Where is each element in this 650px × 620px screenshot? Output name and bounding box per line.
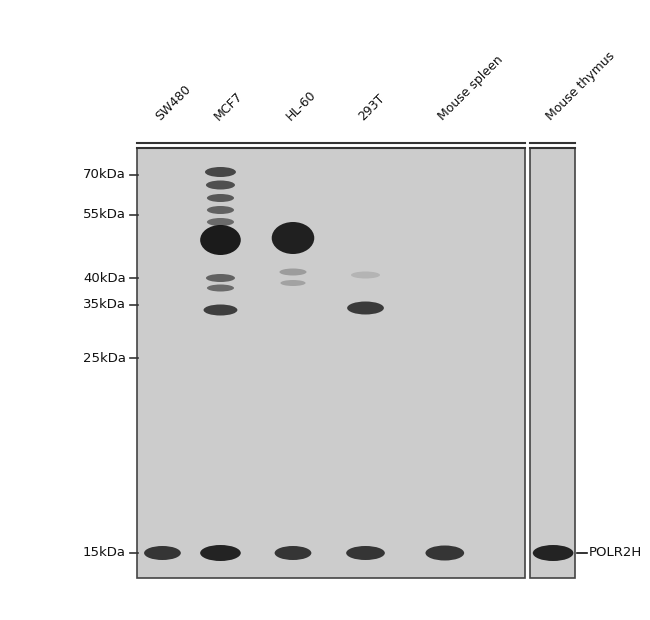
Ellipse shape — [207, 218, 234, 226]
Ellipse shape — [200, 545, 240, 561]
Text: 55kDa: 55kDa — [83, 208, 125, 221]
Ellipse shape — [207, 194, 234, 202]
Ellipse shape — [206, 274, 235, 282]
Text: 25kDa: 25kDa — [83, 352, 125, 365]
Bar — [530, 148, 575, 578]
Text: HL-60: HL-60 — [284, 88, 318, 123]
Text: Mouse spleen: Mouse spleen — [436, 53, 506, 123]
Ellipse shape — [207, 206, 234, 214]
Ellipse shape — [346, 546, 385, 560]
Text: 40kDa: 40kDa — [83, 272, 125, 285]
Text: 293T: 293T — [356, 92, 387, 123]
Ellipse shape — [207, 285, 234, 291]
Ellipse shape — [351, 272, 380, 278]
Text: 70kDa: 70kDa — [83, 169, 125, 182]
Ellipse shape — [203, 304, 237, 316]
Ellipse shape — [205, 167, 236, 177]
Ellipse shape — [200, 225, 240, 255]
Text: Mouse thymus: Mouse thymus — [544, 50, 618, 123]
Ellipse shape — [144, 546, 181, 560]
Ellipse shape — [274, 546, 311, 560]
Ellipse shape — [272, 222, 314, 254]
Bar — [137, 148, 525, 578]
Ellipse shape — [280, 268, 307, 275]
Ellipse shape — [206, 180, 235, 190]
Text: POLR2H: POLR2H — [589, 546, 642, 559]
Ellipse shape — [426, 546, 464, 560]
Text: MCF7: MCF7 — [211, 89, 245, 123]
Ellipse shape — [533, 545, 573, 561]
Text: 15kDa: 15kDa — [83, 546, 125, 559]
Ellipse shape — [347, 301, 384, 314]
Text: SW480: SW480 — [153, 82, 194, 123]
Ellipse shape — [280, 280, 305, 286]
Text: 35kDa: 35kDa — [83, 298, 125, 311]
